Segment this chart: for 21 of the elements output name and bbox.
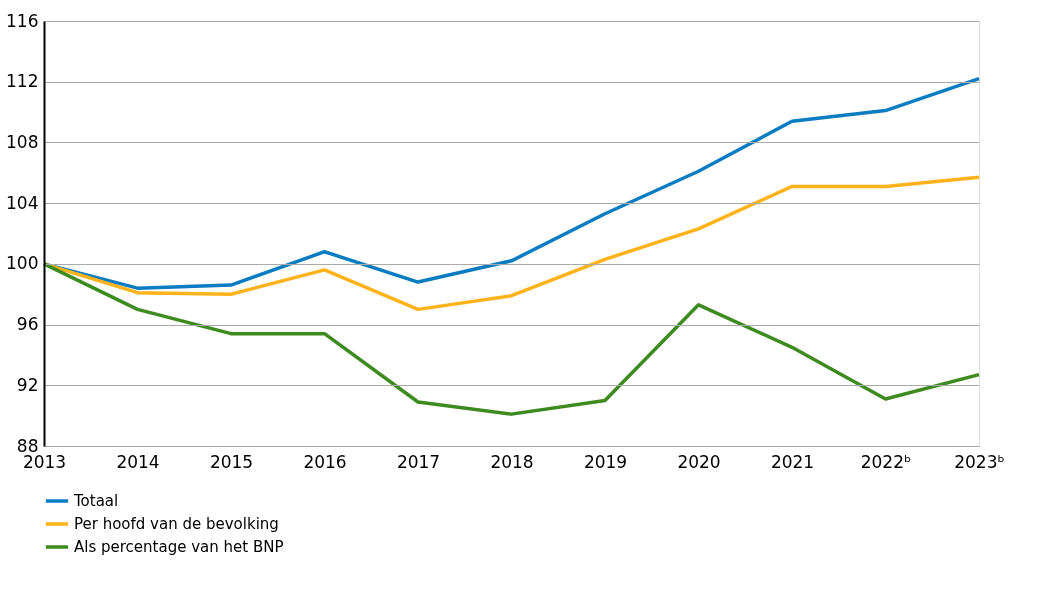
x-tick-label: 2016 [303,451,347,472]
x-tick-label: 2021 [770,451,815,472]
y-tick-label: 92 [16,374,39,395]
x-tick-label: 2020 [677,451,721,472]
y-tick-label: 112 [6,71,39,92]
legend-label: Totaal [73,492,119,510]
y-tick-label: 96 [16,314,39,335]
y-tick-label: 104 [6,192,39,213]
x-tick-label: 2014 [116,451,160,472]
line-series [42,262,981,416]
y-tick-label: 108 [6,131,39,152]
legend-label: Als percentage van het BNP [74,538,284,556]
x-tick-label: 2017 [396,451,441,472]
y-tick-label: 116 [6,10,39,31]
x-tick-label: 2022ᵇ [860,451,912,472]
x-tick-label: 2018 [490,451,534,472]
x-tick-label: 2023ᵇ [954,451,1005,472]
x-tick-label: 2019 [583,451,628,472]
legend-label: Per hoofd van de bevolking [74,515,279,533]
y-tick-label: 100 [6,253,39,274]
x-tick-label: 2015 [209,451,254,472]
